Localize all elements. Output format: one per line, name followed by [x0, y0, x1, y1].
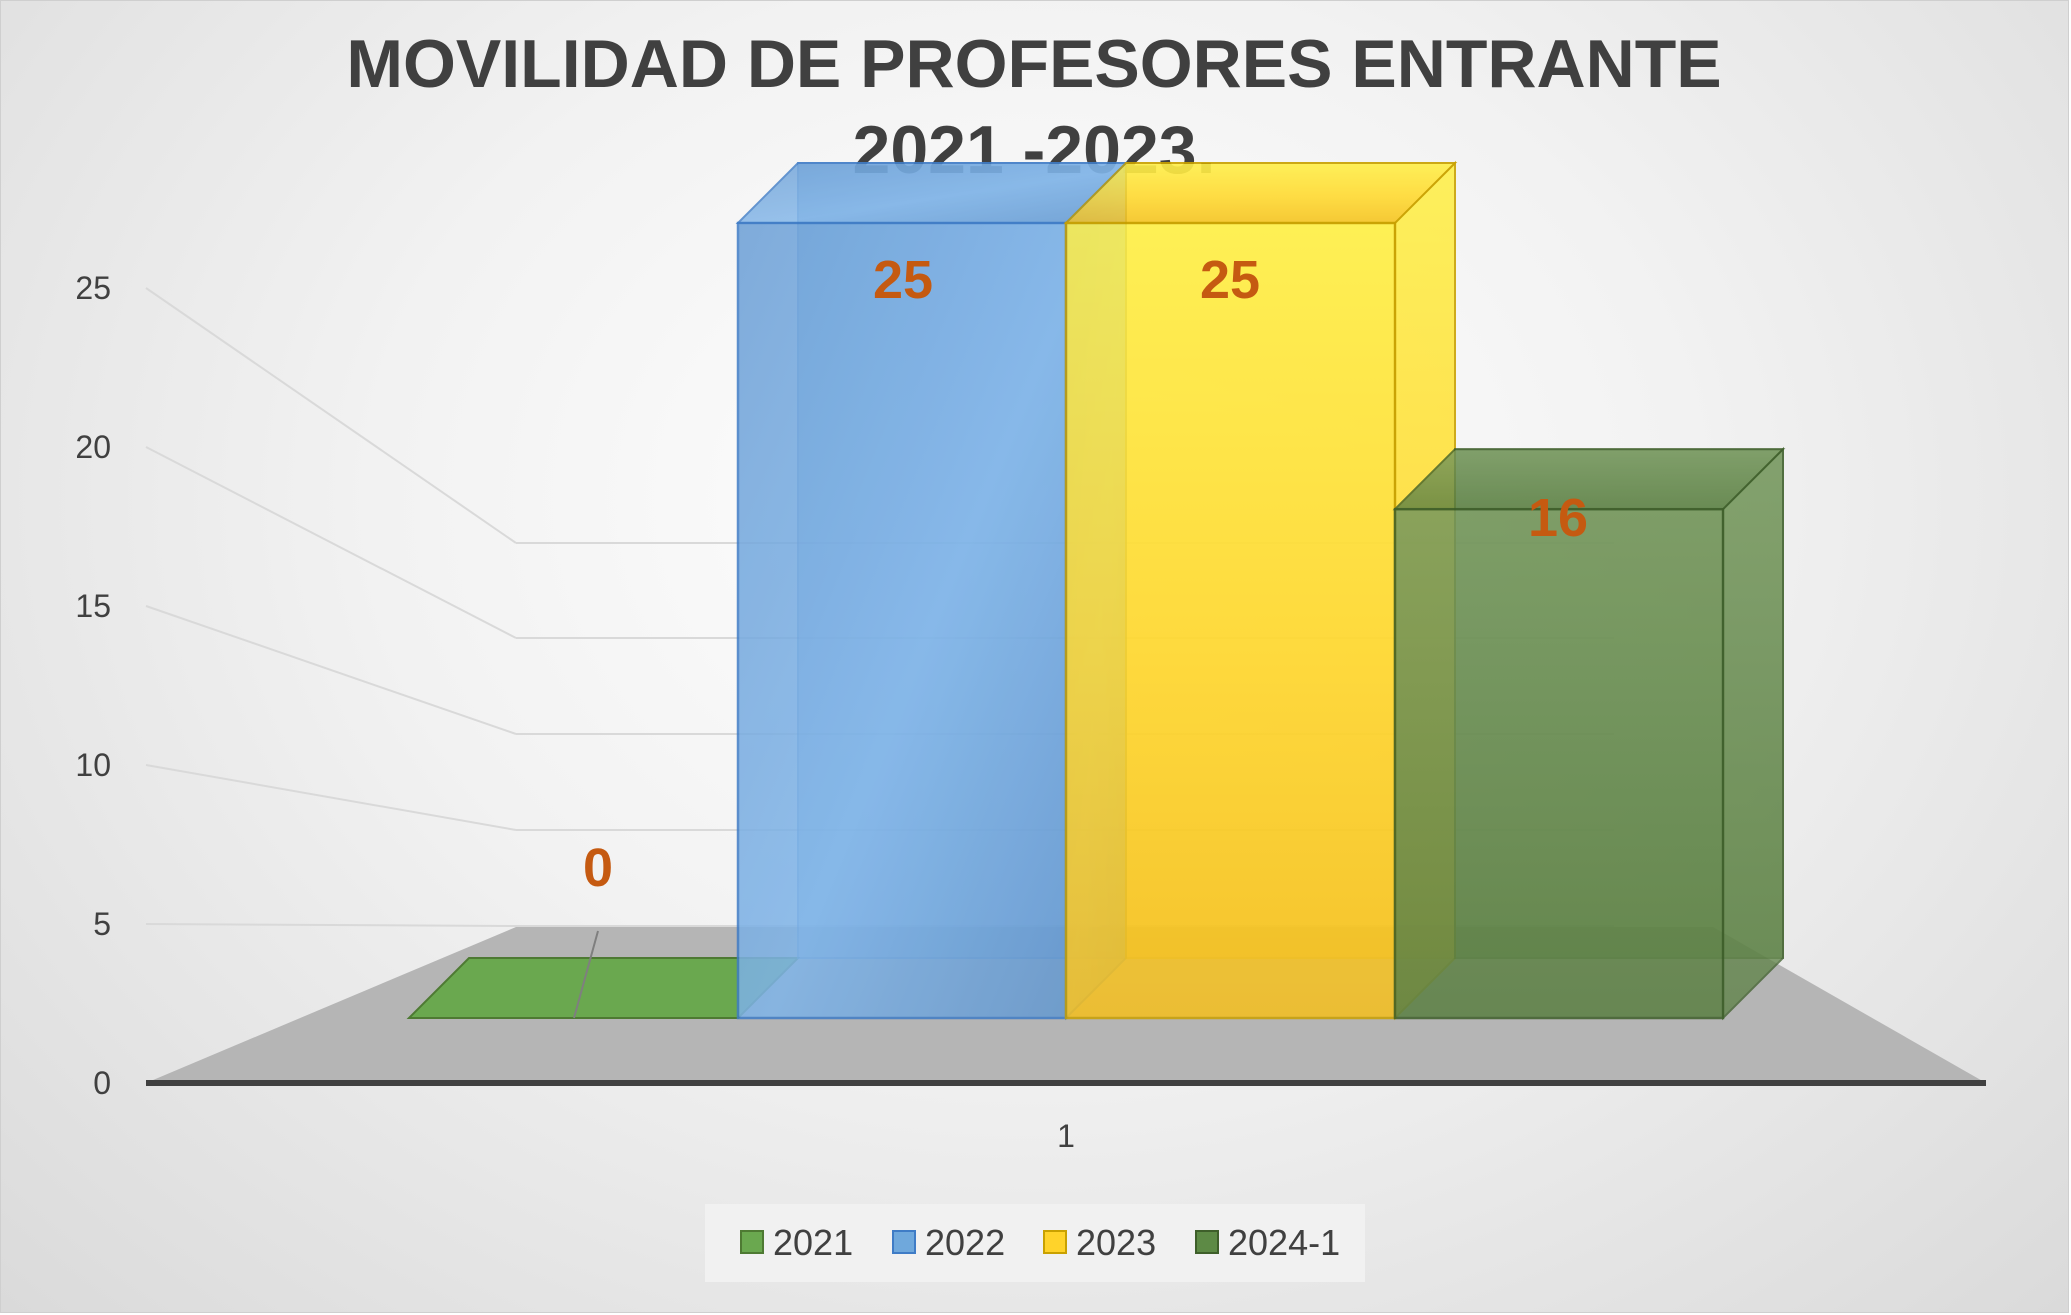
bar-2024-1-side	[1722, 446, 1784, 1021]
legend-swatch-2022	[892, 1230, 916, 1254]
data-labels: 0 25 25 16	[573, 250, 1588, 1019]
bar-2024-1-front	[1393, 507, 1725, 1020]
legend-label-2023: 2023	[1076, 1222, 1156, 1263]
legend-label-2024-1: 2024-1	[1228, 1222, 1340, 1263]
legend-label-2022: 2022	[925, 1222, 1005, 1263]
chart-title-line-1: MOVILIDAD DE PROFESORES ENTRANTE	[346, 26, 1721, 102]
legend-item-2024-1: 2024-1	[1195, 1222, 1340, 1263]
legend-item-2021: 2021	[740, 1222, 853, 1263]
bars	[406, 160, 1786, 1021]
data-label-2024-1: 16	[1528, 488, 1588, 548]
y-tick-label-25: 25	[75, 270, 111, 306]
gridline-side-20	[145, 446, 517, 639]
y-tick-label-5: 5	[93, 906, 111, 942]
gridline-side-5	[145, 923, 517, 927]
y-tick-label-15: 15	[75, 588, 111, 624]
y-tick-label-0: 0	[93, 1065, 111, 1101]
bar-2022-front	[736, 221, 1068, 1020]
y-axis: 0 5 10 15 20 25	[75, 270, 111, 1101]
y-tick-label-10: 10	[75, 747, 111, 783]
data-label-2023: 25	[1200, 250, 1260, 310]
legend-item-2023: 2023	[1043, 1222, 1156, 1263]
x-category-label-1: 1	[1057, 1118, 1075, 1154]
gridline-side-15	[145, 605, 517, 735]
bar-2022-top	[735, 162, 1129, 224]
legend-label-2021: 2021	[773, 1222, 853, 1263]
legend-item-2022: 2022	[892, 1222, 1005, 1263]
legend-box	[705, 1204, 1365, 1282]
legend: 2021 2022 2023 2024-1	[705, 1204, 1365, 1282]
data-label-leader-line	[573, 930, 599, 1019]
data-label-2022: 25	[873, 250, 933, 310]
bar-2023-front	[1064, 221, 1397, 1020]
gridline-side-25	[145, 287, 517, 544]
y-tick-label-20: 20	[75, 429, 111, 465]
bar-2024-1	[1392, 446, 1786, 1021]
gridline-side-10	[145, 764, 517, 831]
x-axis: 1	[1057, 1118, 1075, 1154]
legend-swatch-2023	[1043, 1230, 1067, 1254]
legend-swatch-2021	[740, 1230, 764, 1254]
bar-2023-top	[1063, 162, 1458, 224]
data-label-2021: 0	[583, 838, 613, 898]
legend-swatch-2024-1	[1195, 1230, 1219, 1254]
bar-2024-1-top	[1392, 448, 1786, 511]
